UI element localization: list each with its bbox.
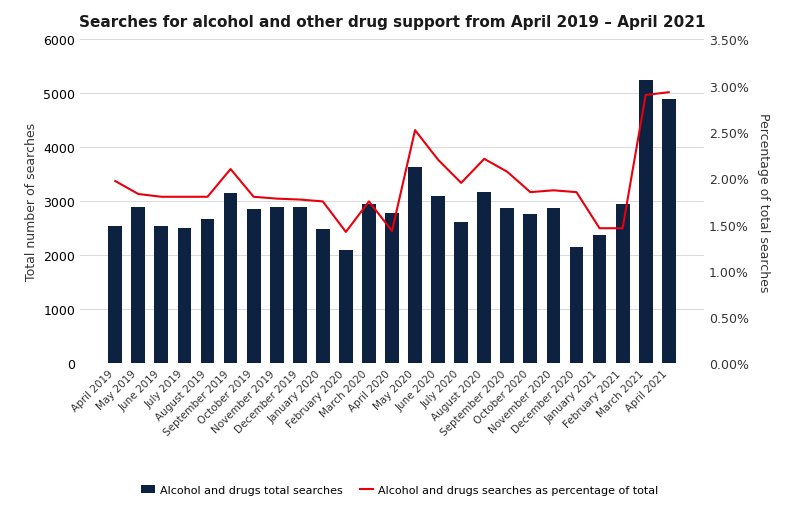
Alcohol and drugs searches as percentage of total — [134, 191, 143, 197]
Bar — [662, 99, 676, 364]
Alcohol and drugs searches as percentage of total — [572, 190, 582, 196]
Alcohol and drugs searches as percentage of total — [387, 229, 397, 235]
Alcohol and drugs searches as percentage of total — [618, 226, 627, 232]
Alcohol and drugs searches as percentage of total — [202, 194, 212, 200]
Bar — [131, 208, 146, 364]
Bar — [154, 226, 168, 364]
Bar — [523, 215, 538, 364]
Bar — [362, 205, 376, 364]
Alcohol and drugs searches as percentage of total — [157, 194, 166, 200]
Alcohol and drugs searches as percentage of total — [272, 196, 282, 203]
Bar — [224, 194, 238, 364]
Bar — [546, 209, 560, 364]
Bar — [570, 247, 583, 364]
Bar — [500, 209, 514, 364]
Bar — [385, 213, 399, 364]
Line: Alcohol and drugs searches as percentage of total: Alcohol and drugs searches as percentage… — [115, 93, 669, 232]
Alcohol and drugs searches as percentage of total — [549, 188, 558, 194]
Alcohol and drugs searches as percentage of total — [502, 169, 512, 175]
Alcohol and drugs searches as percentage of total — [434, 158, 443, 164]
Bar — [616, 205, 630, 364]
Title: Searches for alcohol and other drug support from April 2019 – April 2021: Searches for alcohol and other drug supp… — [78, 15, 706, 29]
Legend: Alcohol and drugs total searches, Alcohol and drugs searches as percentage of to: Alcohol and drugs total searches, Alcoho… — [137, 481, 663, 499]
Alcohol and drugs searches as percentage of total — [479, 157, 489, 163]
Alcohol and drugs searches as percentage of total — [594, 226, 604, 232]
Bar — [593, 235, 606, 364]
Alcohol and drugs searches as percentage of total — [180, 194, 190, 200]
Alcohol and drugs searches as percentage of total — [249, 194, 258, 200]
Bar — [246, 210, 261, 364]
Alcohol and drugs searches as percentage of total — [641, 93, 650, 99]
Bar — [178, 229, 191, 364]
Alcohol and drugs searches as percentage of total — [364, 199, 374, 205]
Bar — [293, 208, 306, 364]
Bar — [408, 168, 422, 364]
Alcohol and drugs searches as percentage of total — [664, 90, 674, 96]
Alcohol and drugs searches as percentage of total — [526, 190, 535, 196]
Bar — [339, 250, 353, 364]
Y-axis label: Total number of searches: Total number of searches — [25, 123, 38, 281]
Alcohol and drugs searches as percentage of total — [456, 180, 466, 186]
Bar — [431, 196, 445, 364]
Alcohol and drugs searches as percentage of total — [110, 179, 120, 185]
Bar — [638, 81, 653, 364]
Alcohol and drugs searches as percentage of total — [318, 199, 328, 205]
Bar — [201, 220, 214, 364]
Bar — [316, 230, 330, 364]
Alcohol and drugs searches as percentage of total — [341, 229, 350, 235]
Bar — [454, 223, 468, 364]
Alcohol and drugs searches as percentage of total — [226, 167, 235, 173]
Bar — [478, 192, 491, 364]
Bar — [270, 208, 284, 364]
Alcohol and drugs searches as percentage of total — [295, 197, 305, 203]
Y-axis label: Percentage of total searches: Percentage of total searches — [757, 113, 770, 291]
Alcohol and drugs searches as percentage of total — [410, 128, 420, 134]
Bar — [108, 226, 122, 364]
